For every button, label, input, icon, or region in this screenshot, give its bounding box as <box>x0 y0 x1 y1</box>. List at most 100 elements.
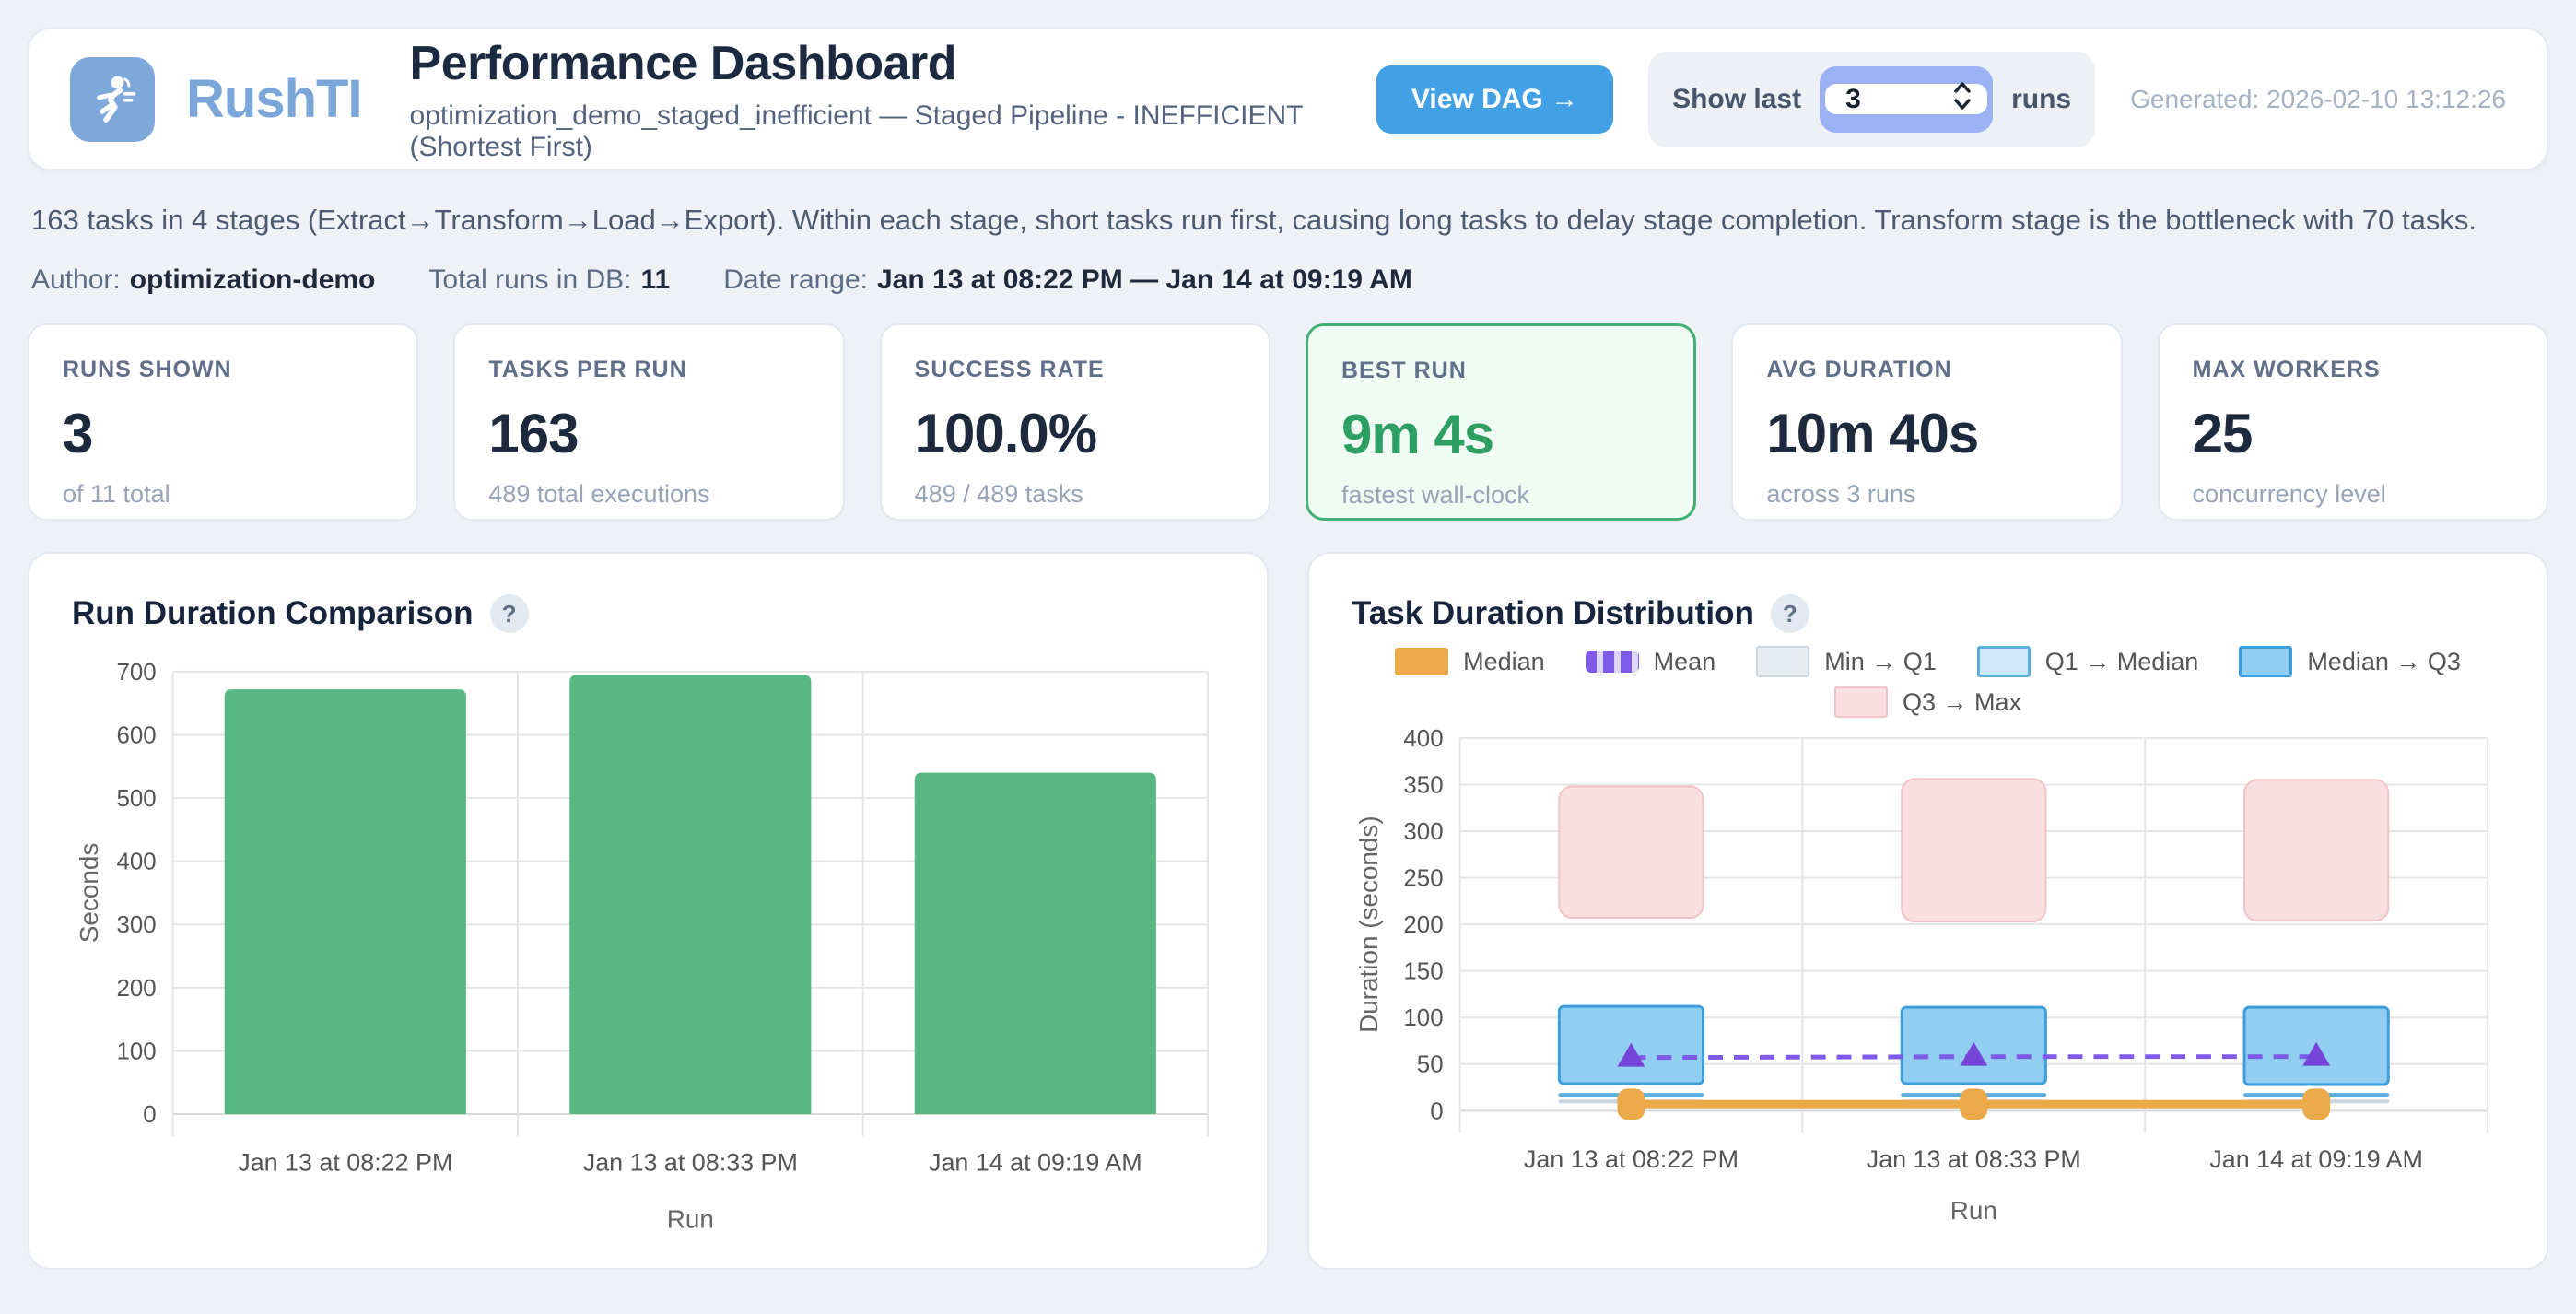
stat-card-max-workers: MAX WORKERS 25 concurrency level <box>2157 323 2548 521</box>
stat-card-tasks-per-run: TASKS PER RUN 163 489 total executions <box>453 323 845 521</box>
svg-text:400: 400 <box>116 850 156 875</box>
brand-wordmark: RushTI <box>186 69 363 129</box>
min-q1-swatch-icon <box>1756 646 1810 677</box>
legend-item-q1-median[interactable]: Q1 → Median <box>1976 646 2198 677</box>
stat-label: AVG DURATION <box>1766 357 1952 382</box>
stat-label: MAX WORKERS <box>2192 357 2381 382</box>
charts-grid: Run Duration Comparison ? 0 100 200 300 400 5… <box>28 552 2548 1271</box>
stat-value: 9m 4s <box>1341 404 1494 465</box>
distribution-legend-row-2: Q3 → Max <box>1346 686 2510 718</box>
legend-item-q3-max[interactable]: Q3 → Max <box>1833 686 2021 718</box>
q1-median-swatch-icon <box>1976 646 2031 677</box>
rushti-logo-icon <box>70 56 155 142</box>
svg-text:Duration (seconds): Duration (seconds) <box>1354 815 1383 1033</box>
q3-max-swatch-icon <box>1833 686 1888 718</box>
date-range-value: Jan 13 at 08:22 PM — Jan 14 at 09:19 AM <box>876 264 1412 295</box>
stat-label: TASKS PER RUN <box>488 357 687 382</box>
svg-text:200: 200 <box>116 976 156 1002</box>
stat-sub: concurrency level <box>2192 480 2386 508</box>
svg-text:Jan 14 at 09:19 AM: Jan 14 at 09:19 AM <box>2209 1145 2423 1173</box>
svg-text:150: 150 <box>1403 959 1443 985</box>
show-last-suffix-label: runs <box>2011 83 2072 114</box>
show-last-control: Show last 3 runs <box>1648 51 2096 147</box>
svg-text:600: 600 <box>116 722 156 748</box>
header: RushTI Performance Dashboard optimizatio… <box>28 28 2548 170</box>
page: RushTI Performance Dashboard optimizatio… <box>28 28 2548 1271</box>
legend-item-mean[interactable]: Mean <box>1585 648 1715 676</box>
legend-item-median-q3[interactable]: Median → Q3 <box>2239 646 2461 677</box>
svg-text:Run: Run <box>667 1204 714 1233</box>
median-q3-swatch-icon <box>2239 646 2293 677</box>
svg-text:200: 200 <box>1403 912 1443 938</box>
stat-sub: of 11 total <box>63 480 170 508</box>
svg-text:250: 250 <box>1403 866 1443 892</box>
runs-count-select[interactable]: 3 <box>1825 71 1988 127</box>
title-block: Performance Dashboard optimization_demo_… <box>410 36 1345 163</box>
author-label: Author: <box>31 264 121 295</box>
help-icon[interactable]: ? <box>489 594 529 633</box>
author-value: optimization-demo <box>129 264 376 295</box>
svg-text:0: 0 <box>143 1102 156 1128</box>
task-duration-distribution-chart: 0 50 100 150 200 250 300 350 400 Jan 13 at 08:22 … <box>1346 723 2510 1225</box>
stat-value: 25 <box>2192 403 2254 464</box>
stat-value: 163 <box>488 403 579 464</box>
generated-timestamp: Generated: 2026-02-10 13:12:26 <box>2130 84 2506 113</box>
task-duration-distribution-card: Task Duration Distribution ? Median Mean… <box>1307 552 2548 1271</box>
run-duration-comparison-card: Run Duration Comparison ? 0 100 200 300 400 5… <box>28 552 1269 1271</box>
svg-text:Seconds: Seconds <box>75 843 103 943</box>
svg-text:400: 400 <box>1403 726 1443 752</box>
total-runs-label: Total runs in DB: <box>428 264 632 295</box>
stat-value: 10m 40s <box>1766 403 1979 464</box>
help-icon[interactable]: ? <box>1770 594 1809 633</box>
stat-sub: 489 total executions <box>488 480 710 508</box>
meta-author: Author: optimization-demo <box>31 264 375 296</box>
page-subtitle: optimization_demo_staged_inefficient — S… <box>409 100 1303 162</box>
stat-card-success-rate: SUCCESS RATE 100.0% 489 / 489 tasks <box>879 323 1270 521</box>
svg-text:0: 0 <box>1430 1098 1443 1124</box>
svg-text:500: 500 <box>116 786 156 812</box>
show-last-prefix-label: Show last <box>1672 83 1802 114</box>
stat-value: 100.0% <box>914 403 1098 464</box>
svg-text:350: 350 <box>1403 772 1443 798</box>
svg-text:300: 300 <box>116 912 156 938</box>
legend-item-median[interactable]: Median <box>1395 648 1545 676</box>
meta-total-runs: Total runs in DB: 11 <box>428 264 670 296</box>
header-actions: View DAG → Show last 3 runs Genera <box>1376 51 2506 147</box>
stat-card-runs-shown: RUNS SHOWN 3 of 11 total <box>28 323 419 521</box>
svg-text:Jan 13 at 08:33 PM: Jan 13 at 08:33 PM <box>1867 1145 2081 1173</box>
pipeline-summary-text: 163 tasks in 4 stages (Extract→Transform… <box>31 204 2476 236</box>
stat-value: 3 <box>63 403 93 464</box>
stat-sub: across 3 runs <box>1766 480 1916 508</box>
svg-text:50: 50 <box>1417 1052 1444 1078</box>
svg-text:100: 100 <box>1403 1005 1443 1031</box>
meta-row: Author: optimization-demo Total runs in D… <box>31 264 2545 296</box>
stat-card-best-run: BEST RUN 9m 4s fastest wall-clock <box>1306 323 1697 521</box>
total-runs-value: 11 <box>640 264 671 295</box>
svg-text:300: 300 <box>1403 819 1443 845</box>
svg-text:Jan 13 at 08:22 PM: Jan 13 at 08:22 PM <box>238 1149 452 1177</box>
runs-select-focus-ring: 3 <box>1820 65 1994 133</box>
svg-text:Jan 13 at 08:33 PM: Jan 13 at 08:33 PM <box>583 1149 798 1177</box>
median-swatch-icon <box>1395 648 1449 675</box>
meta-date-range: Date range: Jan 13 at 08:22 PM — Jan 14 a… <box>723 264 1412 296</box>
svg-text:Jan 13 at 08:22 PM: Jan 13 at 08:22 PM <box>1524 1145 1739 1173</box>
svg-text:Jan 14 at 09:19 AM: Jan 14 at 09:19 AM <box>929 1149 1142 1177</box>
stat-label: SUCCESS RATE <box>914 357 1105 382</box>
stat-sub: 489 / 489 tasks <box>914 480 1083 508</box>
page-title: Performance Dashboard <box>409 36 957 90</box>
distribution-legend-row-1: Median Mean Min → Q1 Q1 → Median Median … <box>1346 646 2510 677</box>
legend-item-min-q1[interactable]: Min → Q1 <box>1756 646 1937 677</box>
chart-title: Run Duration Comparison <box>72 595 474 631</box>
chart-title: Task Duration Distribution <box>1352 595 1754 631</box>
run-duration-bar-chart: 0 100 200 300 400 500 600 700 Jan 13 at 08:22 PM… <box>66 646 1230 1244</box>
svg-text:700: 700 <box>116 660 156 686</box>
stat-label: BEST RUN <box>1341 358 1467 383</box>
svg-text:100: 100 <box>116 1038 156 1064</box>
view-dag-button[interactable]: View DAG → <box>1376 65 1614 134</box>
stats-grid: RUNS SHOWN 3 of 11 total TASKS PER RUN 1… <box>28 323 2548 521</box>
mean-swatch-icon <box>1585 651 1639 673</box>
date-range-label: Date range: <box>723 264 868 295</box>
stat-label: RUNS SHOWN <box>63 357 232 382</box>
stat-sub: fastest wall-clock <box>1341 481 1530 509</box>
stat-card-avg-duration: AVG DURATION 10m 40s across 3 runs <box>1731 323 2123 521</box>
